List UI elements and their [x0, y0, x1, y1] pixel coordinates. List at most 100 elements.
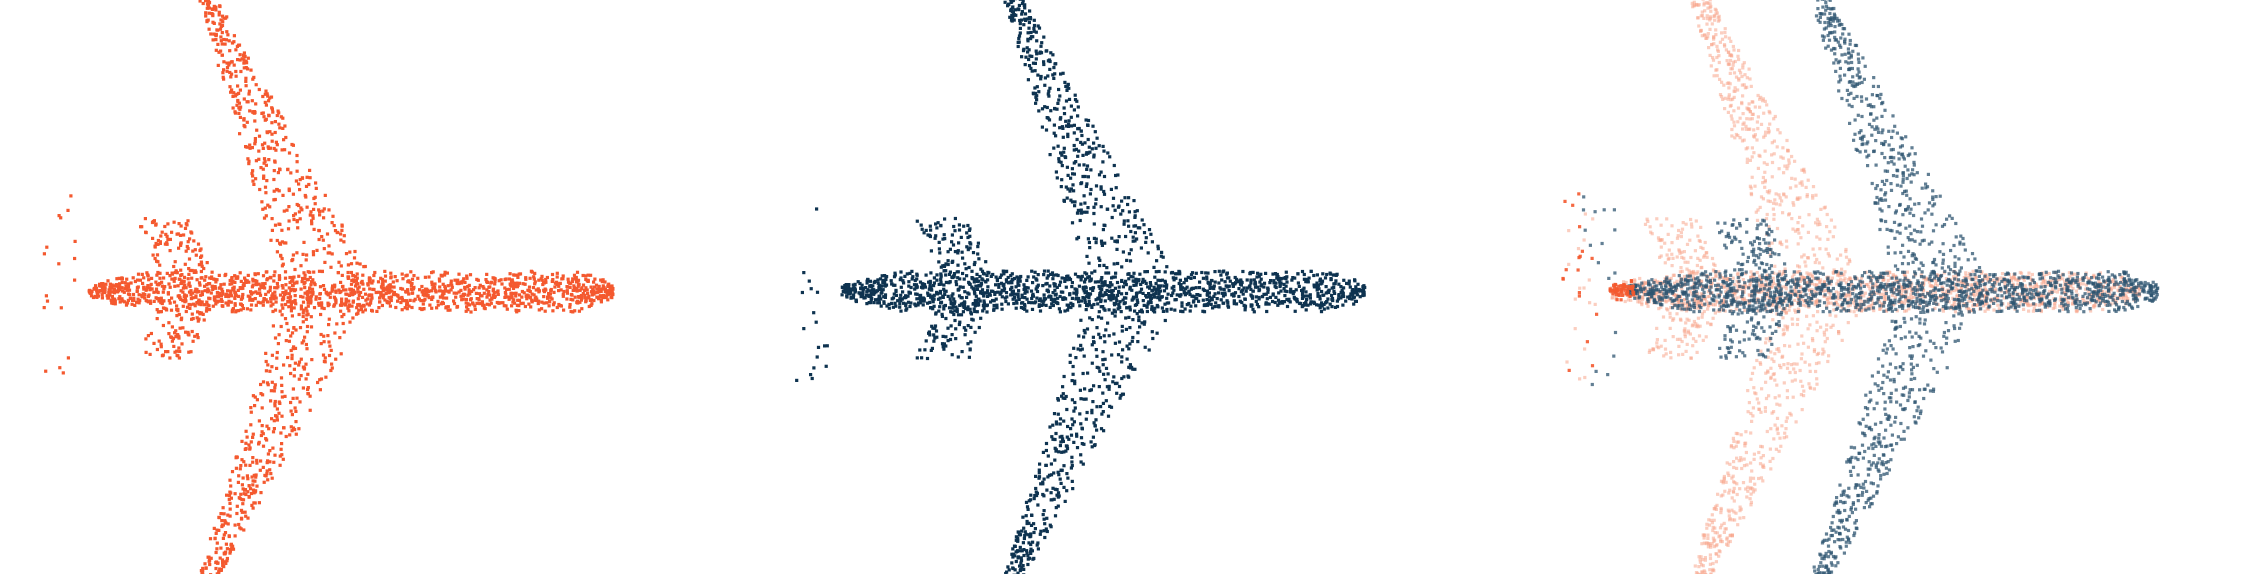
- point: [1127, 316, 1130, 319]
- point: [1330, 305, 1333, 308]
- point: [236, 58, 239, 61]
- point: [314, 202, 317, 205]
- point: [1052, 304, 1055, 307]
- point: [1105, 266, 1108, 269]
- point: [1255, 300, 1258, 303]
- point: [504, 291, 507, 294]
- point: [202, 267, 205, 270]
- point: [1062, 392, 1065, 395]
- point: [513, 292, 516, 295]
- point: [203, 279, 206, 282]
- point: [276, 250, 279, 253]
- point: [935, 291, 938, 294]
- point: [322, 284, 325, 287]
- point: [1092, 206, 1095, 209]
- point: [1271, 273, 1274, 276]
- point: [1067, 87, 1070, 90]
- point: [251, 483, 254, 486]
- point: [331, 287, 334, 290]
- point: [1082, 335, 1085, 338]
- point: [1066, 275, 1069, 278]
- point: [168, 356, 171, 359]
- point: [222, 537, 225, 540]
- point: [953, 300, 956, 303]
- point: [1095, 184, 1098, 187]
- point: [1047, 95, 1050, 98]
- point: [267, 99, 270, 102]
- point: [164, 243, 167, 246]
- point: [331, 215, 334, 218]
- point: [219, 569, 222, 572]
- point: [302, 311, 305, 314]
- point: [215, 551, 218, 554]
- point: [1021, 294, 1024, 297]
- point: [255, 280, 258, 283]
- point: [177, 346, 180, 349]
- point: [434, 290, 437, 293]
- point: [244, 281, 247, 284]
- point: [352, 274, 355, 277]
- point: [1126, 219, 1129, 222]
- point: [1115, 186, 1118, 189]
- point: [465, 301, 468, 304]
- point: [237, 112, 240, 115]
- point: [1017, 45, 1020, 48]
- point: [1061, 127, 1064, 130]
- point: [1076, 127, 1079, 130]
- point: [239, 116, 242, 119]
- point: [200, 276, 203, 279]
- point: [960, 236, 963, 239]
- point: [1051, 298, 1054, 301]
- point: [1050, 491, 1053, 494]
- point: [1126, 358, 1129, 361]
- point: [1216, 297, 1219, 300]
- point: [290, 259, 293, 262]
- point: [450, 288, 453, 291]
- point: [110, 299, 113, 302]
- point: [882, 279, 885, 282]
- point: [1078, 412, 1081, 415]
- point: [1352, 303, 1355, 306]
- point: [1303, 273, 1306, 276]
- point: [1034, 300, 1037, 303]
- point: [1064, 156, 1067, 159]
- point: [1002, 270, 1005, 273]
- point: [1059, 72, 1062, 75]
- point: [942, 307, 945, 310]
- point: [372, 274, 375, 277]
- point: [144, 217, 147, 220]
- point: [235, 75, 238, 78]
- point: [961, 272, 964, 275]
- point: [1070, 105, 1073, 108]
- point: [1197, 300, 1200, 303]
- point: [1089, 188, 1092, 191]
- point: [290, 280, 293, 283]
- point: [330, 363, 333, 366]
- point: [242, 284, 245, 287]
- point: [185, 250, 188, 253]
- point: [544, 310, 547, 313]
- point: [982, 294, 985, 297]
- point: [1070, 434, 1073, 437]
- point: [250, 492, 253, 495]
- point: [1082, 286, 1085, 289]
- point: [1266, 287, 1269, 290]
- point: [262, 147, 265, 150]
- point: [488, 303, 491, 306]
- point: [1035, 94, 1038, 97]
- point: [361, 310, 364, 313]
- point: [893, 272, 896, 275]
- point: [302, 301, 305, 304]
- point: [1140, 246, 1143, 249]
- point: [1036, 285, 1039, 288]
- point: [815, 321, 818, 324]
- point: [1174, 272, 1177, 275]
- point: [1339, 285, 1342, 288]
- point: [899, 310, 902, 313]
- point: [1051, 277, 1054, 280]
- point: [1103, 340, 1106, 343]
- point: [923, 300, 926, 303]
- point: [896, 299, 899, 302]
- point: [562, 295, 565, 298]
- point: [950, 302, 953, 305]
